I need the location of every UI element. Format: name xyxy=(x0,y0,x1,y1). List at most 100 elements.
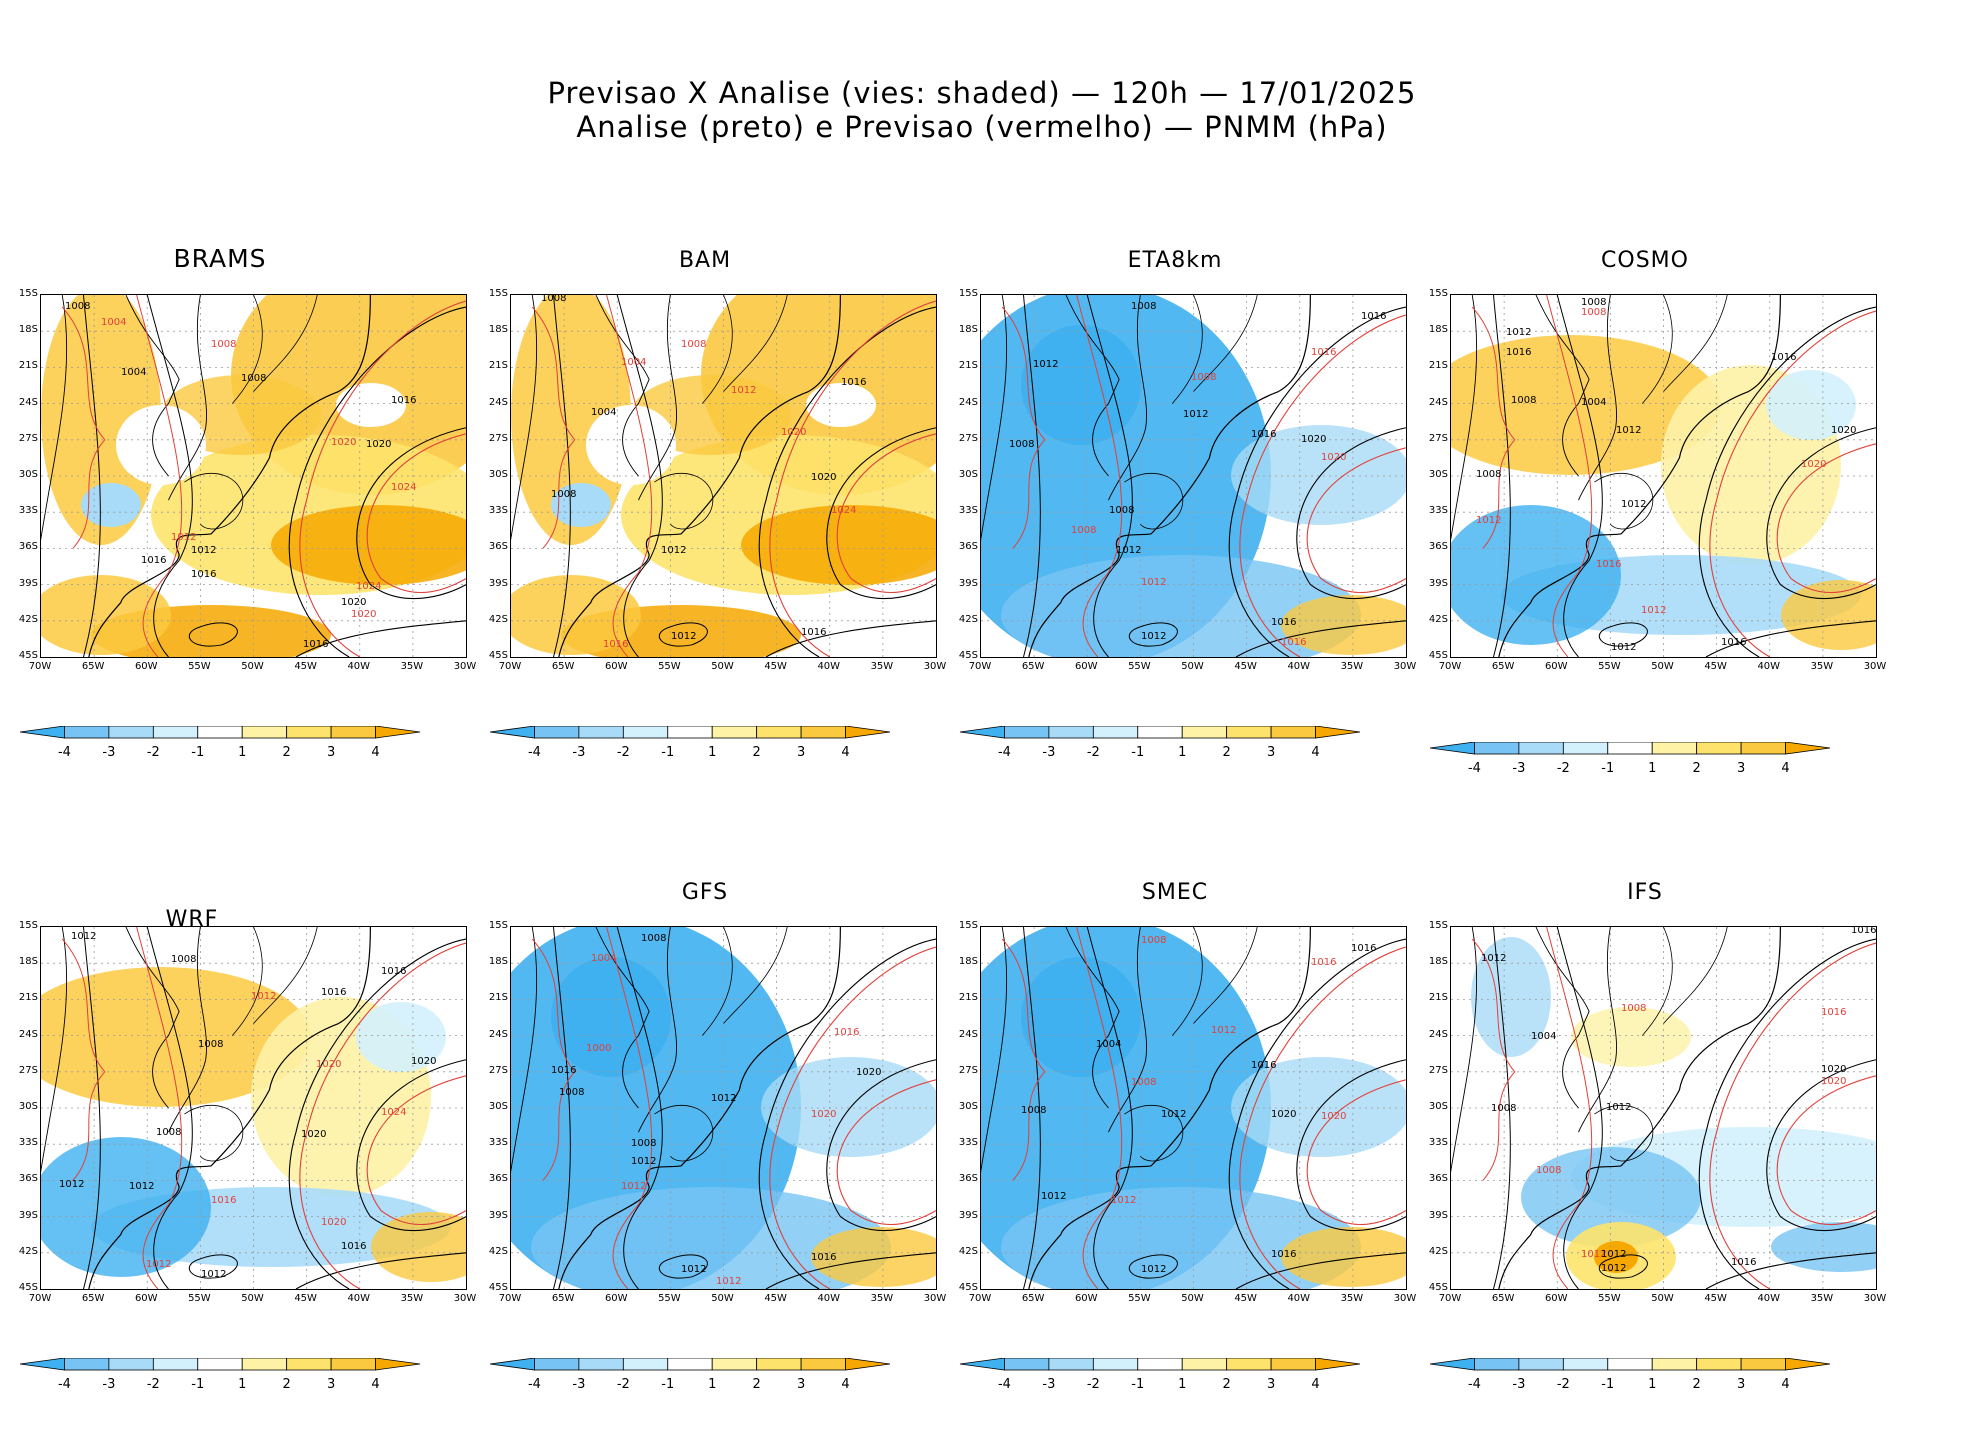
lat-tick-label: 42S xyxy=(1428,613,1448,625)
lat-tick-label: 39S xyxy=(488,1209,508,1221)
isobar-label: 1004 xyxy=(621,357,646,368)
isobar-label: 1020 xyxy=(301,1129,326,1140)
figure-title-line-2: Analise (preto) e Previsao (vermelho) — … xyxy=(576,110,1388,144)
map-area: 1008 1004 1000 1016 1008 1016 1020 1020 1012 1008… xyxy=(510,926,937,1290)
colorbar-label: 4 xyxy=(1781,1377,1790,1392)
forecast-isobar xyxy=(1076,295,1123,657)
bias-shading xyxy=(1571,1007,1691,1067)
isobar-label: 1016 xyxy=(341,1241,366,1252)
bias-shading xyxy=(81,483,141,527)
isobar-label: 1016 xyxy=(1731,1257,1756,1268)
colorbar-swatch xyxy=(152,726,199,739)
analysis-isobar xyxy=(188,1254,238,1279)
colorbar: -4 -3 -2 -1 1 2 3 4 xyxy=(20,1358,460,1402)
border-line xyxy=(511,295,538,541)
colorbar-swatch xyxy=(1562,1358,1609,1371)
isobar-label: 1016 xyxy=(1721,637,1746,648)
colorbar-label: -1 xyxy=(1601,1377,1615,1392)
analysis-isobar xyxy=(83,927,101,1289)
lon-tick-label: 65W xyxy=(551,661,575,672)
bias-shading xyxy=(41,1137,211,1277)
lon-tick-label: 40W xyxy=(1757,661,1781,672)
lat-tick-label: 21S xyxy=(1428,360,1448,372)
isobar-label: 1004 xyxy=(1096,1039,1121,1050)
analysis-isobar xyxy=(1698,938,1876,1289)
border-line xyxy=(168,927,207,1133)
isobar-label: 1008 xyxy=(1581,307,1606,318)
lat-tick-label: 15S xyxy=(18,288,38,299)
lat-tick-label: 45S xyxy=(18,650,38,661)
lat-tick-label: 45S xyxy=(488,650,508,661)
lat-tick-label: 42S xyxy=(488,1245,508,1257)
isobar-label: 1008 xyxy=(1581,297,1606,308)
isobar-label: 1016 xyxy=(834,1027,859,1038)
isobar-label: 1008 xyxy=(198,1039,223,1050)
colorbar-swatch xyxy=(1137,1358,1183,1371)
analysis-isobar xyxy=(1766,427,1876,600)
analysis-isobar xyxy=(658,1254,708,1279)
colorbar-label: -1 xyxy=(661,745,675,760)
colorbar-label: -2 xyxy=(146,1377,160,1392)
analysis-isobar xyxy=(288,938,466,1289)
colorbar-swatch xyxy=(1181,726,1228,739)
border-line xyxy=(1065,927,1120,1109)
border-line xyxy=(654,1104,714,1162)
border-line xyxy=(41,927,68,1173)
border-line xyxy=(1124,1104,1184,1162)
lat-tick-label: 15S xyxy=(958,288,978,299)
isobar-label: 1016 xyxy=(1596,559,1621,570)
forecast-isobar xyxy=(1239,946,1406,1289)
isobar-label: 1024 xyxy=(356,581,381,592)
colorbar-swatch xyxy=(1651,1358,1698,1371)
isobar-label: 1012 xyxy=(1621,499,1646,510)
border-line xyxy=(184,472,244,530)
isobar-label: 1012 xyxy=(716,1276,741,1287)
forecast-isobar xyxy=(1001,306,1046,549)
isobar-label: 1012 xyxy=(251,991,276,1002)
panel-gfs: GFS 15S 18S 21S 24S 27S 30S 33S 36S 39S 42S 45S 70W 6… xyxy=(470,880,946,1420)
isobar-label: 1016 xyxy=(801,627,826,638)
panel-title: COSMO xyxy=(1601,248,1689,273)
isobar-label: 1016 xyxy=(603,639,628,650)
analysis-isobar xyxy=(1705,1252,1876,1289)
isobar-label: 1008 xyxy=(1131,1077,1156,1088)
border-line xyxy=(595,295,650,477)
forecast-isobar xyxy=(366,1075,466,1226)
lat-tick-label: 15S xyxy=(958,920,978,931)
forecast-isobar xyxy=(1776,1075,1876,1226)
bias-shading xyxy=(551,483,611,527)
colorbar-label: 1 xyxy=(238,1377,247,1392)
colorbar-label: -1 xyxy=(1131,1377,1145,1392)
bias-shading xyxy=(811,1227,936,1287)
colorbar-swatch xyxy=(800,1358,846,1371)
colorbar-label: -4 xyxy=(1467,1377,1481,1392)
border-line xyxy=(168,295,207,501)
colorbar-swatch xyxy=(1270,1358,1316,1371)
lon-tick-label: 35W xyxy=(1340,1293,1364,1304)
colorbar-label: -2 xyxy=(146,745,160,760)
colorbar-swatch xyxy=(1785,1358,1831,1371)
analysis-isobar xyxy=(1086,927,1133,1289)
isobar-label: 1020 xyxy=(1321,452,1346,463)
forecast-isobar xyxy=(836,433,936,594)
colorbar-swatch xyxy=(286,1358,332,1371)
lat-tick-label: 45S xyxy=(958,1282,978,1293)
isobar-label: 1020 xyxy=(411,1056,436,1067)
map-svg: 1012 1008 1016 1012 1016 1008 1020 1020 1024 1008… xyxy=(41,927,466,1289)
panel-title: IFS xyxy=(1627,880,1663,905)
colorbar-swatch xyxy=(578,1358,624,1371)
analysis-isobar xyxy=(1128,1254,1178,1279)
lat-tick-label: 33S xyxy=(1428,1137,1448,1149)
isobar-label: 1024 xyxy=(831,505,856,516)
map-svg: 1008100410081004100810161020102010121016… xyxy=(41,295,466,657)
forecast-isobar xyxy=(1471,306,1516,549)
colorbar-label: 4 xyxy=(841,1377,850,1392)
lon-tick-label: 30W xyxy=(923,1293,947,1304)
lon-tick-label: 70W xyxy=(1438,1293,1462,1304)
isobar-label: 1012 xyxy=(1116,545,1141,556)
colorbar-label: -2 xyxy=(616,745,630,760)
colorbar-swatch xyxy=(375,1358,421,1371)
border-line xyxy=(1535,927,1590,1109)
colorbar-swatch xyxy=(1004,1358,1050,1371)
